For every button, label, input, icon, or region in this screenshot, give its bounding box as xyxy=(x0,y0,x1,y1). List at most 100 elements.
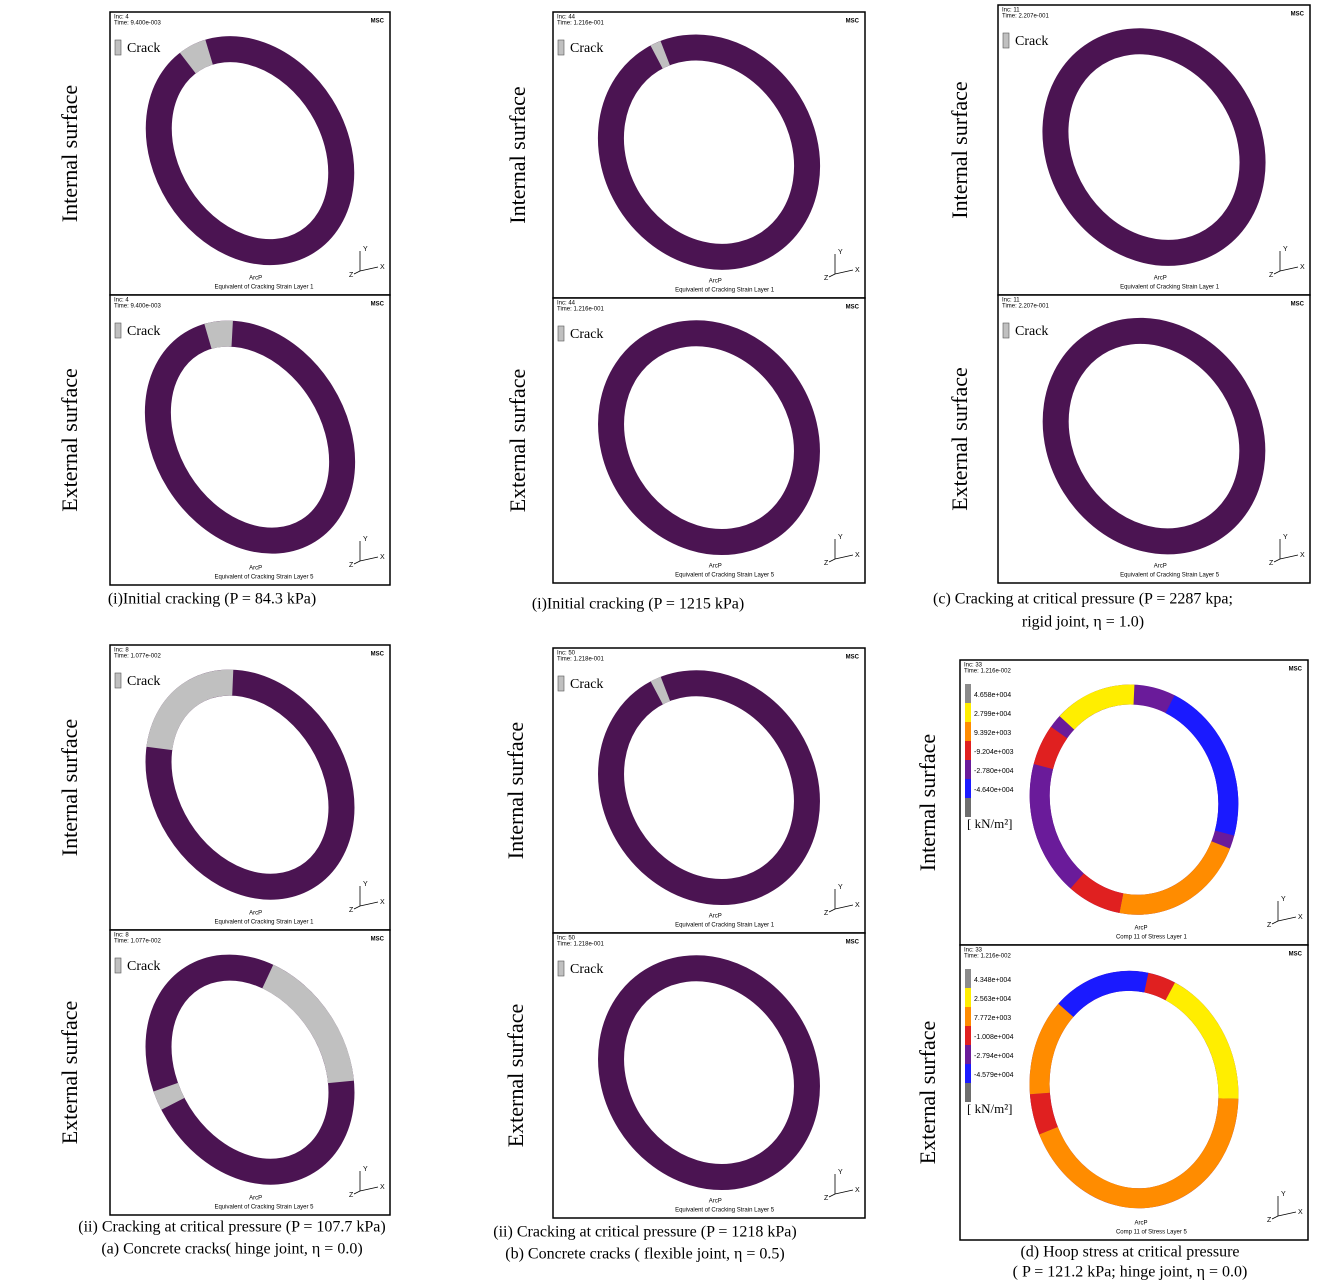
triad-label: Z xyxy=(1269,272,1274,279)
result-label: Equivalent of Cracking Strain Layer 5 xyxy=(214,575,314,581)
side-label: External surface xyxy=(503,1004,528,1148)
side-label: External surface xyxy=(505,369,530,513)
triad-label: Y xyxy=(363,881,368,888)
legend-swatch xyxy=(1002,32,1010,49)
triad-label: Y xyxy=(1283,246,1288,253)
triad-axis xyxy=(1271,920,1279,925)
model-name: ArcP xyxy=(249,1196,262,1202)
triad-axis xyxy=(1271,1215,1279,1220)
logo: MSC xyxy=(371,19,385,25)
increment: Inc: 4 xyxy=(114,298,129,304)
legend-swatch xyxy=(114,39,122,56)
caption: (d) Hoop stress at critical pressure xyxy=(1020,1244,1239,1261)
time: Time: 1.218e-001 xyxy=(557,657,604,663)
result-label: Equivalent of Cracking Strain Layer 5 xyxy=(675,573,775,579)
result-label: Equivalent of Cracking Strain Layer 1 xyxy=(214,920,314,926)
triad-label: Z xyxy=(824,275,829,282)
triad-label: X xyxy=(380,1184,385,1191)
ring-zone xyxy=(1029,970,1239,1209)
result-label: Equivalent of Cracking Strain Layer 5 xyxy=(214,1205,314,1211)
triad-axis xyxy=(828,1193,836,1198)
increment: Inc: 33 xyxy=(964,948,983,954)
ring xyxy=(598,320,820,556)
triad-label: X xyxy=(855,267,860,274)
result-label: Comp 11 of Stress Layer 1 xyxy=(1116,935,1188,941)
model-name: ArcP xyxy=(709,279,722,285)
ring-zone xyxy=(1029,684,1239,915)
increment: Inc: 44 xyxy=(557,301,576,307)
logo: MSC xyxy=(846,940,860,946)
logo: MSC xyxy=(1289,667,1303,673)
logo: MSC xyxy=(1291,302,1305,308)
increment: Inc: 44 xyxy=(557,15,576,21)
time: Time: 1.216e-002 xyxy=(964,954,1011,960)
triad-axis xyxy=(353,905,361,910)
caption: (ii) Cracking at critical pressure (P = … xyxy=(78,1219,385,1236)
side-label: Internal surface xyxy=(57,85,82,222)
triad-axis xyxy=(828,908,836,913)
ring xyxy=(1042,28,1266,266)
ring-zone xyxy=(145,36,355,266)
time: Time: 1.216e-002 xyxy=(964,669,1011,675)
time: Time: 2.207e-001 xyxy=(1002,14,1049,20)
legend-swatch xyxy=(965,684,971,703)
legend-label: Crack xyxy=(570,677,603,692)
legend-label: Crack xyxy=(127,674,160,689)
legend-swatch xyxy=(965,1045,971,1064)
ring-zone xyxy=(1029,970,1239,1209)
side-label: Internal surface xyxy=(503,722,528,859)
ring-zone xyxy=(1029,970,1239,1209)
increment: Inc: 8 xyxy=(114,933,129,939)
result-label: Equivalent of Cracking Strain Layer 1 xyxy=(675,288,775,294)
model-name: ArcP xyxy=(1134,1221,1147,1227)
time: Time: 1.077e-002 xyxy=(114,654,161,660)
legend-value: -2.794e+004 xyxy=(974,1053,1014,1060)
legend-swatch xyxy=(557,39,565,56)
legend-swatch xyxy=(557,675,565,692)
triad-axis xyxy=(1279,554,1299,560)
increment: Inc: 11 xyxy=(1002,298,1020,304)
legend-label: Crack xyxy=(127,41,160,56)
logo: MSC xyxy=(371,652,385,658)
triad-label: X xyxy=(380,554,385,561)
increment: Inc: 50 xyxy=(557,936,576,942)
side-label: External surface xyxy=(57,1001,82,1145)
legend-value: -4.640e+004 xyxy=(974,787,1014,794)
model-name: ArcP xyxy=(1154,564,1167,570)
triad-axis xyxy=(828,558,836,563)
triad-axis xyxy=(353,1190,361,1195)
triad-label: Y xyxy=(363,246,368,253)
result-label: Equivalent of Cracking Strain Layer 1 xyxy=(675,923,775,929)
legend-swatch xyxy=(114,672,122,689)
model-name: ArcP xyxy=(709,1199,722,1205)
ring xyxy=(598,955,820,1191)
legend-swatch xyxy=(965,1026,971,1045)
legend-swatch xyxy=(965,703,971,722)
logo: MSC xyxy=(846,19,860,25)
legend-swatch xyxy=(557,325,565,342)
ring-zone xyxy=(1029,970,1239,1209)
triad-axis xyxy=(1273,270,1281,275)
legend-value: -9.204e+003 xyxy=(974,749,1014,756)
legend-swatch xyxy=(557,960,565,977)
triad-label: Y xyxy=(363,536,368,543)
ring xyxy=(144,320,356,554)
model-name: ArcP xyxy=(709,914,722,920)
triad-label: X xyxy=(855,902,860,909)
logo: MSC xyxy=(1291,12,1305,18)
legend-value: 4.348e+004 xyxy=(974,977,1011,984)
triad-label: Z xyxy=(824,910,829,917)
triad-axis xyxy=(1277,1211,1297,1217)
triad-axis xyxy=(828,273,836,278)
triad-label: Y xyxy=(1283,534,1288,541)
caption: (c) Cracking at critical pressure (P = 2… xyxy=(933,591,1233,608)
triad-axis xyxy=(359,556,379,562)
time: Time: 2.207e-001 xyxy=(1002,304,1049,310)
caption: (b) Concrete cracks ( flexible joint, η … xyxy=(505,1246,785,1263)
caption: ( P = 121.2 kPa; hinge joint, η = 0.0) xyxy=(1013,1264,1248,1281)
legend-value: 4.658e+004 xyxy=(974,692,1011,699)
result-label: Comp 11 of Stress Layer 5 xyxy=(1116,1230,1188,1236)
caption: (ii) Cracking at critical pressure (P = … xyxy=(493,1224,796,1241)
triad-label: X xyxy=(380,264,385,271)
triad-axis xyxy=(1273,558,1281,563)
